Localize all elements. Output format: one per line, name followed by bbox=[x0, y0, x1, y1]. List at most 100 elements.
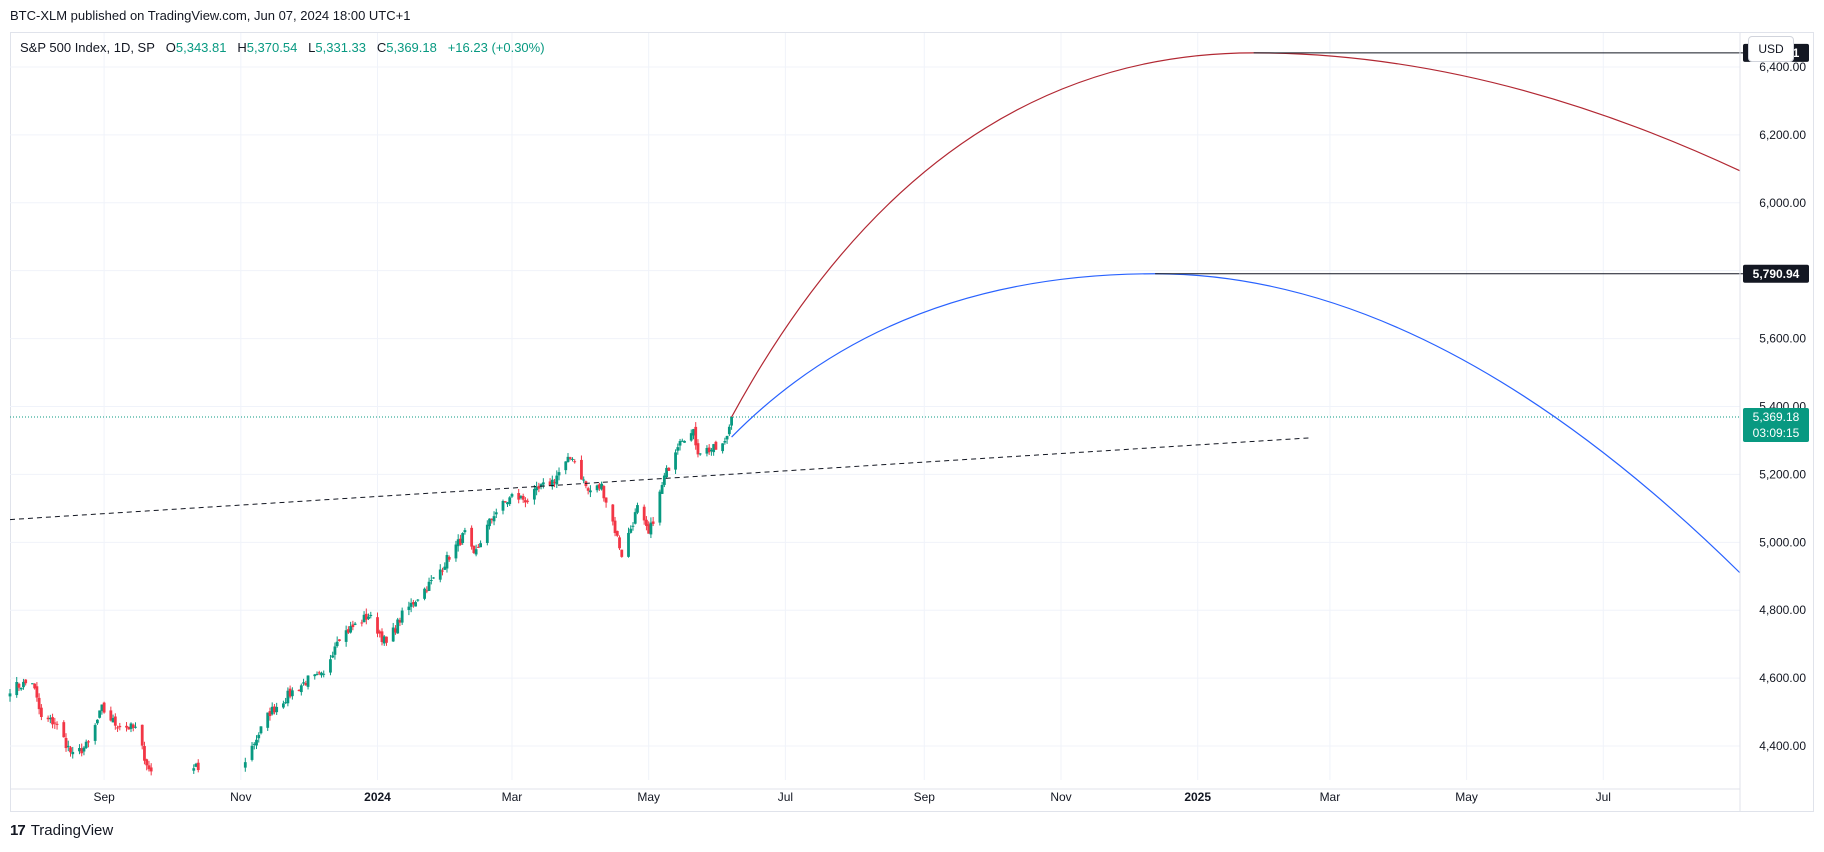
tradingview-logo-icon: 17 bbox=[10, 822, 26, 839]
low-value: 5,331.33 bbox=[315, 40, 367, 55]
candle-body bbox=[447, 556, 451, 560]
candle-body bbox=[344, 630, 348, 642]
x-tick-label: 2025 bbox=[1184, 790, 1211, 804]
candle-body bbox=[304, 683, 308, 686]
candle-body bbox=[425, 590, 429, 592]
candle-body bbox=[360, 622, 364, 624]
candle-body bbox=[535, 486, 539, 491]
candle-body bbox=[288, 688, 292, 697]
candle-body bbox=[380, 631, 384, 643]
candle-body bbox=[335, 641, 339, 647]
candle-body bbox=[548, 481, 552, 486]
candle-body bbox=[64, 737, 68, 749]
candle-body bbox=[255, 739, 258, 746]
candle-body bbox=[84, 741, 88, 748]
candle-body bbox=[627, 532, 630, 557]
candle-body bbox=[317, 672, 321, 674]
candle-body bbox=[17, 683, 21, 688]
candle-body bbox=[665, 467, 668, 478]
candle-body bbox=[53, 722, 57, 724]
candle-body bbox=[55, 723, 59, 725]
candle-body bbox=[39, 707, 43, 718]
candle-body bbox=[566, 456, 570, 463]
candle-body bbox=[400, 610, 404, 623]
candle-body bbox=[555, 475, 559, 485]
currency-button[interactable]: USD bbox=[1748, 36, 1794, 62]
candle-body bbox=[651, 521, 655, 524]
grid-layer bbox=[10, 33, 1740, 780]
candle-body bbox=[645, 519, 648, 526]
candle-body bbox=[454, 544, 458, 559]
candle-body bbox=[98, 710, 102, 718]
candle-body bbox=[364, 613, 368, 620]
candle-body bbox=[329, 659, 332, 673]
candle-body bbox=[273, 706, 276, 713]
chart-frame bbox=[10, 32, 1814, 812]
candle-body bbox=[111, 717, 115, 723]
candle-body bbox=[37, 697, 41, 710]
candle-body bbox=[441, 570, 444, 572]
candle-body bbox=[143, 746, 146, 761]
axes-layer: 4,400.00 4,600.00 4,800.00 5,000.00 5,200.00… bbox=[10, 33, 1806, 812]
candle-body bbox=[147, 765, 151, 770]
x-tick-label: Nov bbox=[230, 790, 251, 804]
candle-body bbox=[658, 491, 662, 523]
candle-body bbox=[382, 636, 386, 644]
candle-body bbox=[595, 485, 599, 491]
candle-body bbox=[580, 459, 583, 480]
candle-body bbox=[674, 452, 677, 470]
candle-body bbox=[62, 722, 66, 738]
candle-body bbox=[680, 440, 684, 442]
candle-body bbox=[649, 522, 653, 535]
candle-body bbox=[398, 620, 402, 623]
candle-body bbox=[31, 683, 34, 685]
candle-body bbox=[707, 447, 711, 453]
candle-body bbox=[712, 444, 716, 453]
y-tick-label: 5,600.00 bbox=[1759, 332, 1806, 346]
x-tick-label: Mar bbox=[502, 790, 523, 804]
candle-body bbox=[727, 426, 731, 435]
candle-body bbox=[322, 673, 326, 675]
candle-body bbox=[411, 602, 415, 605]
candle-body bbox=[602, 486, 606, 499]
candle-body bbox=[407, 606, 411, 610]
candle-body bbox=[696, 443, 700, 455]
candle-body bbox=[129, 723, 133, 729]
candle-body bbox=[259, 726, 263, 734]
candle-body bbox=[589, 490, 592, 493]
candle-body bbox=[362, 614, 366, 623]
candle-body bbox=[557, 472, 561, 476]
close-key: C bbox=[376, 40, 387, 55]
tradingview-footer[interactable]: 17 TradingView bbox=[10, 822, 113, 839]
candle-body bbox=[145, 759, 149, 766]
candle-body bbox=[723, 441, 727, 443]
candle-body bbox=[508, 497, 512, 505]
candle-body bbox=[331, 655, 335, 658]
candle-body bbox=[633, 512, 637, 524]
x-tick-label: Jul bbox=[778, 790, 793, 804]
candle-body bbox=[443, 566, 447, 570]
candle-body bbox=[51, 717, 54, 725]
candle-body bbox=[694, 426, 698, 446]
candle-body bbox=[376, 617, 379, 634]
candle-body bbox=[647, 524, 651, 534]
candle-body bbox=[492, 516, 496, 522]
candle-body bbox=[539, 484, 543, 487]
candle-body bbox=[69, 747, 72, 753]
candle-body bbox=[24, 679, 28, 684]
candle-body bbox=[22, 681, 25, 688]
candle-body bbox=[385, 636, 388, 643]
candle-body bbox=[409, 602, 413, 607]
candle-body bbox=[532, 488, 536, 500]
candle-body bbox=[571, 458, 574, 460]
candle-body bbox=[476, 546, 480, 548]
candle-body bbox=[521, 495, 525, 500]
y-tick-label: 5,200.00 bbox=[1759, 467, 1806, 481]
candle-body bbox=[78, 748, 81, 752]
candle-body bbox=[250, 745, 254, 760]
candle-body bbox=[367, 616, 370, 619]
candle-body bbox=[524, 500, 527, 503]
candle-body bbox=[125, 725, 128, 728]
dashed-trendline bbox=[9, 437, 1313, 521]
